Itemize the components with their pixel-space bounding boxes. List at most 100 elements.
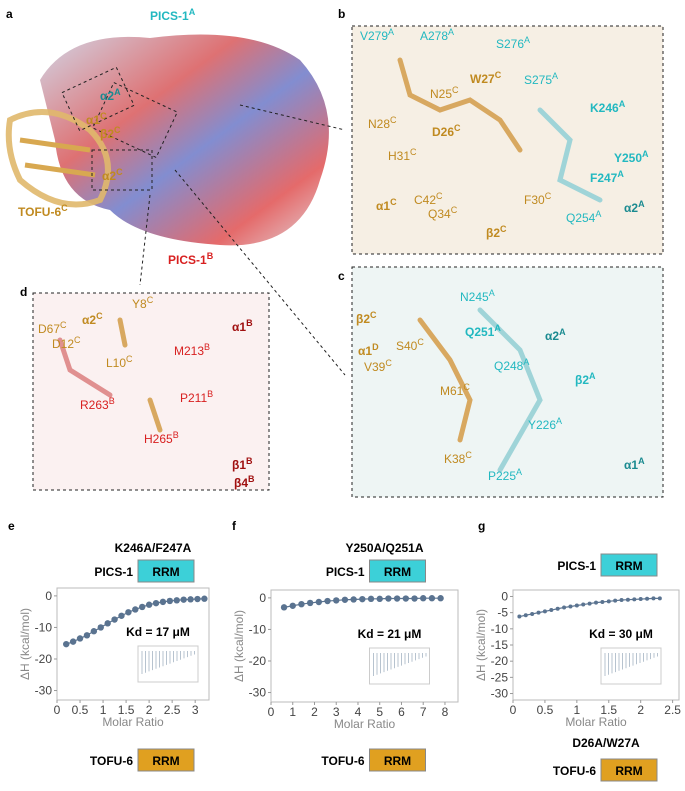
- residue-label: α1C: [86, 111, 107, 127]
- panel-letter: e: [8, 519, 15, 533]
- protein-label: PICS-1: [326, 565, 365, 579]
- residue-label: Y250A: [614, 149, 649, 165]
- data-point: [187, 596, 194, 603]
- label-sup: A: [638, 456, 645, 466]
- data-point: [90, 628, 98, 635]
- x-tick-label: 2: [637, 703, 644, 717]
- data-point: [651, 596, 656, 601]
- y-tick-label: 0: [45, 589, 52, 603]
- kd-label: Kd = 30 μM: [589, 627, 653, 641]
- data-point: [306, 599, 314, 607]
- data-point: [536, 610, 541, 615]
- label-text: D26: [432, 125, 454, 139]
- residue-label: M213B: [174, 342, 210, 358]
- residue-label: α2C: [82, 311, 103, 327]
- label-text: Q251: [465, 325, 495, 339]
- label-sup: C: [74, 335, 81, 345]
- label-text: N28: [368, 117, 390, 131]
- domain-box: [137, 748, 195, 772]
- inset: [369, 647, 430, 685]
- x-tick-label: 1.5: [600, 703, 617, 717]
- x-tick-label: 2.5: [664, 703, 681, 717]
- residue-label: M61C: [440, 382, 470, 398]
- data-point: [581, 602, 586, 607]
- label-text: α1: [358, 344, 372, 358]
- panel-d-box: [32, 292, 270, 491]
- label-text: β2: [575, 373, 589, 387]
- label-sup: C: [147, 295, 154, 305]
- data-point: [530, 611, 535, 616]
- y-tick-label: -20: [35, 652, 53, 666]
- label-text: C42: [414, 193, 436, 207]
- residue-label: Y8C: [132, 295, 154, 311]
- label-sup: A: [559, 327, 566, 337]
- protein-label: TOFU-6: [553, 764, 596, 778]
- panel-letter: a: [6, 7, 13, 21]
- residue-label: V279A: [360, 27, 394, 43]
- data-point: [420, 595, 427, 602]
- y-tick-label: -10: [249, 622, 267, 636]
- x-tick-label: 0.5: [537, 703, 554, 717]
- data-point: [428, 595, 436, 602]
- y-tick-label: -5: [497, 606, 508, 620]
- label-sup: C: [500, 224, 507, 234]
- residue-label: N28C: [368, 115, 397, 131]
- data-point: [118, 612, 125, 619]
- residue-label: S40C: [396, 337, 424, 353]
- data-point: [159, 598, 167, 606]
- data-point: [350, 596, 357, 603]
- x-tick-label: 1: [100, 703, 107, 717]
- residue-label: α2A: [545, 327, 566, 343]
- label-sup: A: [589, 371, 596, 381]
- x-tick-label: 6: [398, 705, 405, 719]
- label-sup: C: [495, 70, 502, 80]
- residue-label: K38C: [444, 450, 472, 466]
- inset: [137, 645, 199, 683]
- label-sup: B: [207, 251, 214, 261]
- data-point: [333, 597, 340, 604]
- data-point: [574, 603, 579, 608]
- label-sup: A: [595, 209, 601, 219]
- residue-label: Q34C: [428, 205, 458, 221]
- label-sup: C: [451, 205, 458, 215]
- label-text: PICS-1: [150, 9, 189, 23]
- data-point: [385, 595, 392, 602]
- label-sup: A: [552, 71, 558, 81]
- label-sup: C: [436, 191, 443, 201]
- data-point: [63, 640, 70, 648]
- domain-label: RRM: [152, 754, 179, 768]
- label-sup: C: [100, 111, 107, 121]
- label-text: TOFU-6: [18, 205, 61, 219]
- label-sup: A: [516, 467, 522, 477]
- label-sup: A: [638, 199, 645, 209]
- label-text: S40: [396, 339, 418, 353]
- label-text: P225: [488, 469, 516, 483]
- data-point: [132, 606, 139, 613]
- label-sup: B: [248, 474, 255, 484]
- label-text: S276: [496, 37, 524, 51]
- label-text: α1: [232, 320, 246, 334]
- residue-label: Q251A: [465, 323, 501, 339]
- residue-label: β2C: [356, 310, 377, 326]
- residue-label: D67C: [38, 320, 67, 336]
- x-tick-label: 0: [268, 705, 275, 719]
- domain-box: [600, 758, 658, 782]
- data-point: [83, 632, 91, 639]
- residue-label: α1D: [358, 342, 379, 358]
- data-point: [645, 596, 650, 601]
- y-tick-label: 0: [501, 589, 508, 603]
- residue-label: P211B: [180, 389, 213, 405]
- label-sup: C: [410, 147, 417, 157]
- label-text: α2: [82, 313, 96, 327]
- residue-label: α1B: [232, 318, 253, 334]
- label-sup: C: [390, 115, 397, 125]
- residue-label: α2A: [100, 87, 121, 103]
- label-sup: A: [489, 288, 495, 298]
- protein-label: TOFU-6: [321, 754, 364, 768]
- plot-frame: [270, 589, 459, 703]
- zoom-boxes: [61, 66, 346, 376]
- y-axis-label: ΔH (kcal/mol): [18, 608, 32, 680]
- x-tick-label: 4: [355, 705, 362, 719]
- label-text: β2: [486, 226, 500, 240]
